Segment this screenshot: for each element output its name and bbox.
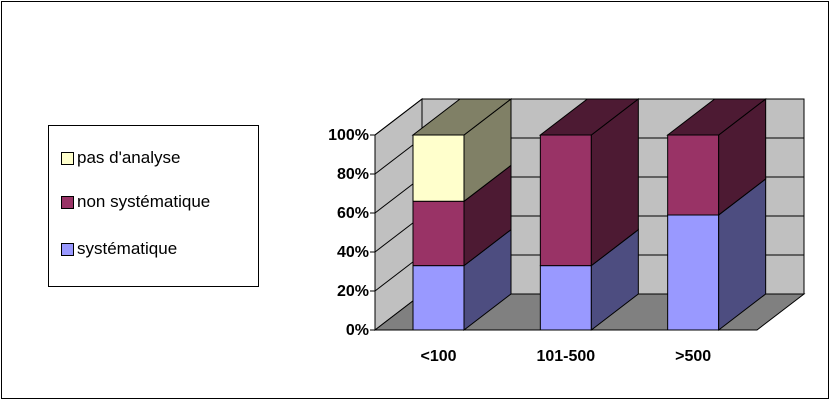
legend-item-systematique: systématique: [61, 239, 177, 259]
bar-top-face: [666, 98, 768, 136]
legend-item-pas-danalyse: pas d'analyse: [61, 148, 180, 168]
legend-label-pas-danalyse: pas d'analyse: [77, 148, 181, 167]
bar-segment-front: [412, 200, 465, 267]
bar-segment-front: [539, 134, 592, 267]
y-tick-label: 100%: [328, 127, 369, 144]
bar-top-face: [538, 98, 640, 136]
bar-segment-front: [667, 214, 720, 331]
bar-segment-front: [412, 134, 465, 202]
y-tick-label: 40%: [337, 244, 369, 261]
bar-top-face: [411, 98, 513, 136]
gridline-side: [374, 98, 423, 136]
x-category-label: >500: [675, 348, 711, 365]
bar-segment-front: [539, 265, 592, 331]
y-tick-label: 80%: [337, 166, 369, 183]
x-category-label: <100: [420, 348, 456, 365]
x-category-label: 101-500: [536, 348, 595, 365]
legend-swatch-systematique: [61, 242, 74, 256]
legend-item-non-systematique: non systématique: [61, 192, 210, 212]
legend-swatch-pas-danalyse: [61, 151, 74, 165]
legend-label-non-systematique: non systématique: [77, 192, 211, 211]
bar-segment-front: [667, 134, 720, 216]
y-tick-label: 0%: [346, 322, 369, 339]
y-tick-label: 60%: [337, 205, 369, 222]
bar-segment-front: [412, 265, 465, 331]
legend-swatch-non-systematique: [61, 195, 74, 209]
y-tick-label: 20%: [337, 283, 369, 300]
chart-legend: pas d'analyse non systématique systémati…: [48, 125, 259, 287]
legend-label-systematique: systématique: [77, 239, 178, 258]
